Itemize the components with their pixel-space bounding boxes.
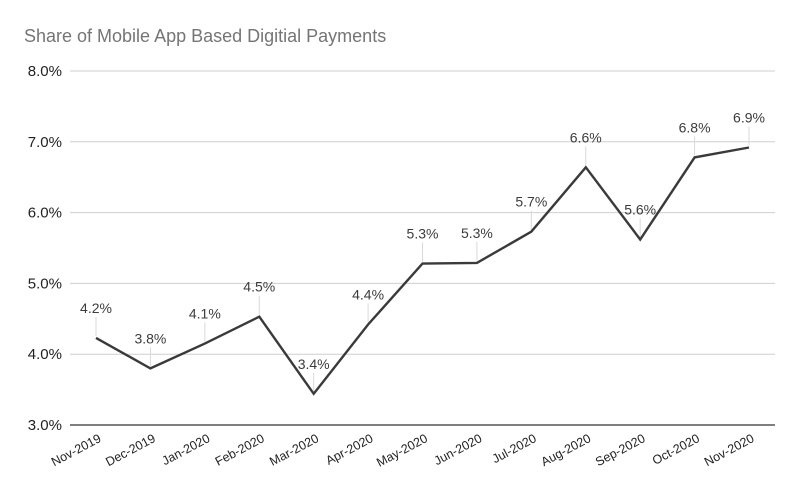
x-tick-label: Nov-2020: [702, 431, 756, 469]
data-point: [312, 392, 316, 396]
x-tick-label: Oct-2020: [650, 431, 702, 468]
x-axis-ticks: Nov-2019 Dec-2019 Jan-2020 Feb-2020 Mar-2020…: [49, 431, 756, 469]
x-tick-label: May-2020: [374, 431, 430, 469]
x-tick-label: Apr-2020: [324, 431, 376, 468]
y-tick-label: 3.0%: [28, 417, 62, 434]
data-point: [529, 230, 533, 234]
data-point: [638, 238, 642, 242]
x-tick-label: Aug-2020: [539, 431, 593, 469]
x-tick-label: Jan-2020: [160, 431, 213, 468]
data-point: [475, 261, 479, 265]
data-label: 4.2%: [80, 300, 112, 316]
data-label: 3.4%: [298, 356, 330, 372]
data-point: [747, 145, 751, 149]
data-point: [203, 342, 207, 346]
x-tick-label: Dec-2019: [103, 431, 157, 469]
data-point: [693, 155, 697, 159]
data-label: 4.4%: [352, 286, 384, 302]
x-tick-label: Mar-2020: [267, 431, 321, 468]
y-tick-label: 4.0%: [28, 346, 62, 363]
label-leaders: [95, 126, 750, 392]
data-label: 6.9%: [733, 109, 765, 125]
series-line: [95, 146, 750, 396]
data-label: 6.6%: [570, 129, 602, 145]
series-layer: [94, 145, 751, 396]
data-label: 3.8%: [134, 330, 166, 346]
y-tick-label: 8.0%: [28, 63, 62, 80]
data-label: 4.1%: [189, 306, 221, 322]
y-axis-ticks: 3.0% 4.0% 5.0% 6.0% 7.0% 8.0%: [28, 63, 62, 434]
chart-title: Share of Mobile App Based Digitial Payme…: [24, 26, 386, 46]
data-point: [366, 322, 370, 326]
gridlines: [70, 70, 775, 426]
x-tick-label: Sep-2020: [593, 431, 647, 469]
data-point: [148, 366, 152, 370]
data-point: [421, 262, 425, 266]
data-labels: 4.2% 3.8% 4.1% 4.5% 3.4% 4.4% 5.3% 5.3% 5.7% 6.6%…: [80, 109, 765, 371]
data-label: 4.5%: [243, 279, 275, 295]
x-tick-label: Nov-2019: [49, 431, 103, 469]
x-tick-label: Jun-2020: [432, 431, 485, 468]
data-point: [257, 315, 261, 319]
y-tick-label: 7.0%: [28, 134, 62, 151]
data-label: 5.3%: [461, 225, 493, 241]
data-label: 5.3%: [407, 226, 439, 242]
data-point: [584, 165, 588, 169]
data-label: 6.8%: [679, 119, 711, 135]
data-label: 5.6%: [624, 202, 656, 218]
x-tick-label: Jul-2020: [490, 431, 539, 466]
x-tick-label: Feb-2020: [213, 431, 267, 469]
y-tick-label: 6.0%: [28, 205, 62, 222]
y-tick-label: 5.0%: [28, 275, 62, 292]
data-label: 5.7%: [515, 194, 547, 210]
data-point: [94, 336, 98, 340]
